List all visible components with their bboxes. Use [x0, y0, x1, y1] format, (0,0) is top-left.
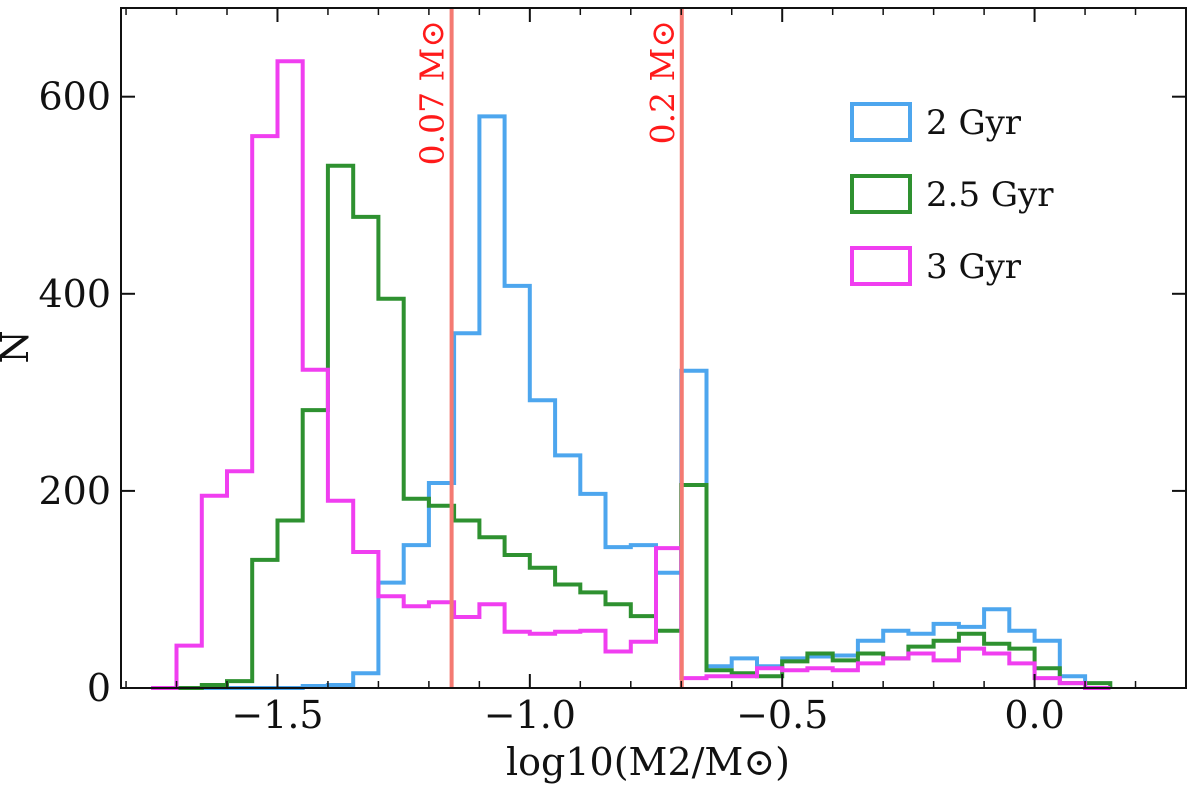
plot-area — [151, 59, 1113, 690]
y-tick-label: 400 — [38, 272, 111, 316]
legend-label: 2 Gyr — [926, 103, 1022, 143]
y-tick-label: 600 — [38, 75, 111, 119]
legend-label: 2.5 Gyr — [926, 175, 1054, 215]
legend-swatch — [850, 174, 912, 214]
reference-lines: 0.07 M⊙ 0.2 M⊙ — [413, 8, 684, 688]
x-axis-label: log10(M2/M⊙) — [506, 740, 790, 784]
x-tick-label: −1.0 — [484, 693, 576, 737]
plot-frame — [120, 7, 1187, 689]
x-tick-label: −1.5 — [231, 693, 323, 737]
legend-swatch — [850, 102, 912, 142]
histogram-series-2.5-gyr — [151, 163, 1113, 690]
y-axis-label: N — [0, 330, 37, 363]
reference-line-label: 0.07 M⊙ — [413, 20, 452, 165]
legend: 2 Gyr 2.5 Gyr 3 Gyr — [850, 102, 1054, 287]
y-tick-label: 200 — [38, 469, 111, 513]
histogram-series-3-gyr — [151, 59, 1111, 690]
x-tick-label: −0.5 — [736, 693, 828, 737]
legend-label: 3 Gyr — [926, 247, 1022, 287]
legend-swatch — [850, 246, 912, 286]
y-tick-label: 0 — [87, 666, 111, 710]
reference-line-label: 0.2 M⊙ — [643, 20, 682, 144]
axis-ticks: −1.5 −1.0 −0.5 0.0 0 200 400 600 — [38, 8, 1187, 737]
x-tick-label: 0.0 — [1004, 693, 1064, 737]
